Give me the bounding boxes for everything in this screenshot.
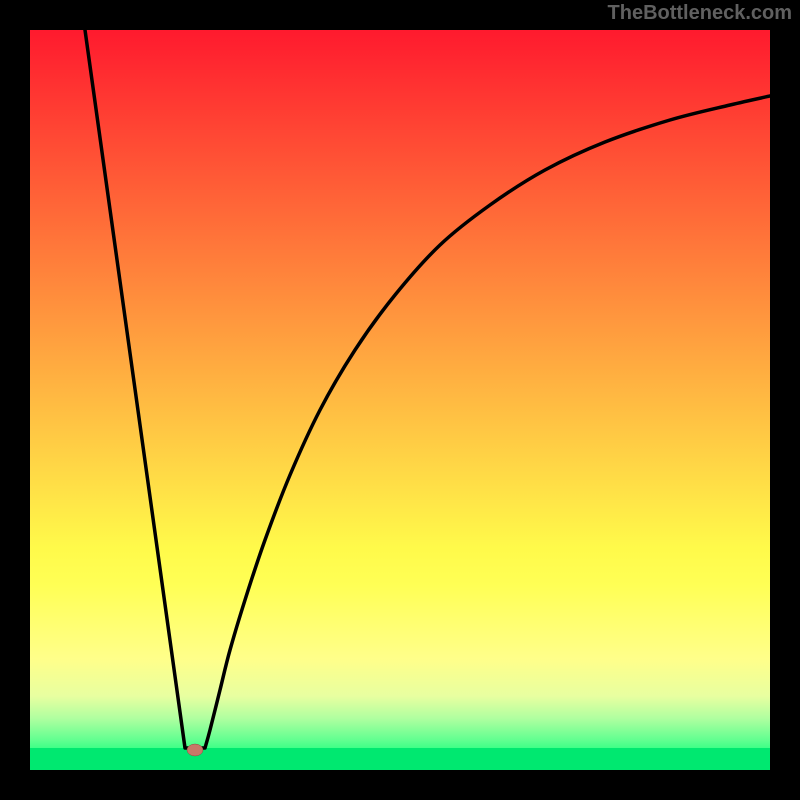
plot-area [30, 30, 770, 770]
bottom-band [30, 748, 770, 770]
bottleneck-curve [85, 30, 770, 748]
watermark-text: TheBottleneck.com [608, 2, 792, 25]
chart-container: TheBottleneck.com [0, 0, 800, 800]
curve-svg [30, 30, 770, 770]
bottleneck-marker [187, 744, 203, 756]
